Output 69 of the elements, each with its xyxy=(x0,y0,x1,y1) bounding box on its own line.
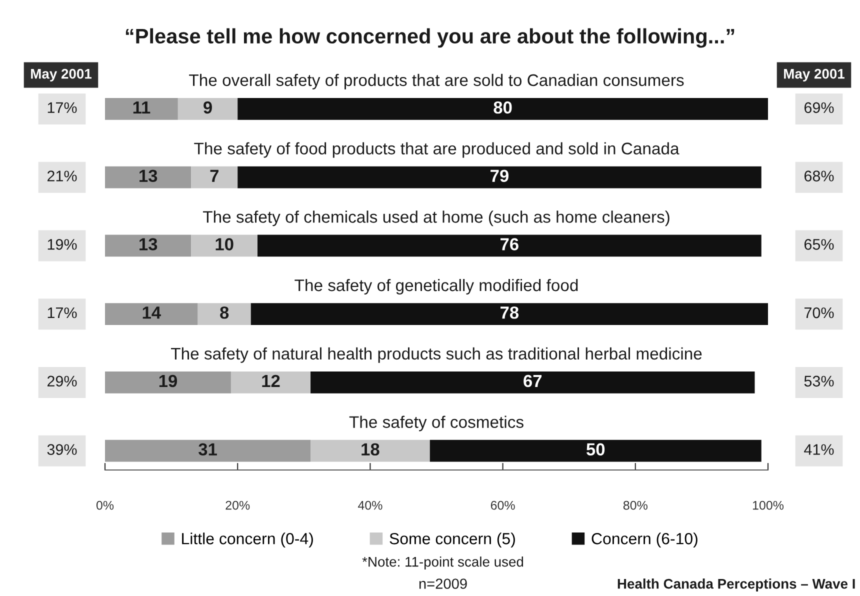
bar xyxy=(198,303,251,326)
bar xyxy=(257,234,762,257)
text: 53% xyxy=(804,376,834,387)
chart-title: “Please tell me how concerned you are about the following...” xyxy=(126,28,734,48)
text: Health Canada Perceptions – Wave I xyxy=(618,578,855,592)
bar xyxy=(105,440,311,462)
x-tick-label: 80% xyxy=(623,500,648,510)
bar xyxy=(105,372,231,394)
legend-label: Little concern (0-4) xyxy=(182,532,313,548)
x-tick-label: 40% xyxy=(358,500,382,510)
x-tick-label: 100% xyxy=(752,500,784,510)
legend-label: Concern (6-10) xyxy=(592,532,698,548)
data-label: 12 xyxy=(262,374,280,387)
data-label: 80 xyxy=(494,101,512,114)
y-tick-label: The safety of genetically modified food xyxy=(294,278,578,295)
data-label: 13 xyxy=(140,170,158,182)
text: May 2001 xyxy=(784,68,845,82)
bar xyxy=(230,372,311,394)
data-label: 14 xyxy=(142,306,161,319)
data-label: 9 xyxy=(204,101,212,114)
bar xyxy=(310,440,430,462)
bar xyxy=(238,98,768,120)
bar xyxy=(250,303,768,326)
text: 69% xyxy=(804,102,834,114)
x-tick-label: 20% xyxy=(226,500,250,510)
bar xyxy=(105,98,178,120)
data-label: 19 xyxy=(159,374,177,388)
bar xyxy=(430,440,762,462)
data-label: 7 xyxy=(210,170,218,182)
bar xyxy=(105,166,192,188)
text: 39% xyxy=(47,444,77,455)
bar xyxy=(310,372,755,394)
text: 17% xyxy=(48,307,77,318)
text: 65% xyxy=(804,239,834,250)
data-label: 76 xyxy=(500,238,518,250)
text: 70% xyxy=(804,307,834,318)
data-label: 78 xyxy=(500,306,519,319)
y-tick-label: The safety of chemicals used at home (such as home cleaners) xyxy=(202,210,670,226)
bar xyxy=(105,234,192,257)
data-label: 13 xyxy=(140,238,158,250)
legend-label: Some concern (5) xyxy=(390,532,515,548)
data-label: 31 xyxy=(198,443,217,456)
y-tick-label: The safety of natural health products such as traditional herbal medicine xyxy=(171,347,702,363)
x-tick-label: 60% xyxy=(490,500,515,510)
text: 17% xyxy=(48,102,77,114)
bar xyxy=(178,98,238,120)
data-label: 8 xyxy=(220,306,229,319)
data-label: 67 xyxy=(524,374,542,388)
data-label: 18 xyxy=(362,443,380,456)
bar xyxy=(191,234,258,257)
text: 19% xyxy=(48,239,77,250)
y-tick-label: The safety of food products that are produced and sold in Canada xyxy=(194,142,680,158)
data-label: 10 xyxy=(216,238,234,250)
data-label: 11 xyxy=(133,102,150,114)
data-label: 79 xyxy=(490,170,508,182)
bar xyxy=(191,166,238,188)
text: 68% xyxy=(804,170,834,182)
text: *Note: 11-point scale used xyxy=(362,556,524,570)
text: n=2009 xyxy=(419,578,467,589)
y-tick-label: The safety of cosmetics xyxy=(349,416,524,432)
text: 21% xyxy=(47,170,77,182)
x-tick-label: 0% xyxy=(96,500,114,510)
y-tick-label: The overall safety of products that are sold to Canadian consumers xyxy=(189,74,684,90)
text: May 2001 xyxy=(31,68,92,82)
bar xyxy=(238,166,762,188)
data-label: 50 xyxy=(586,443,605,456)
text: 41% xyxy=(804,444,834,455)
text: 29% xyxy=(47,376,77,387)
bar xyxy=(105,303,198,326)
